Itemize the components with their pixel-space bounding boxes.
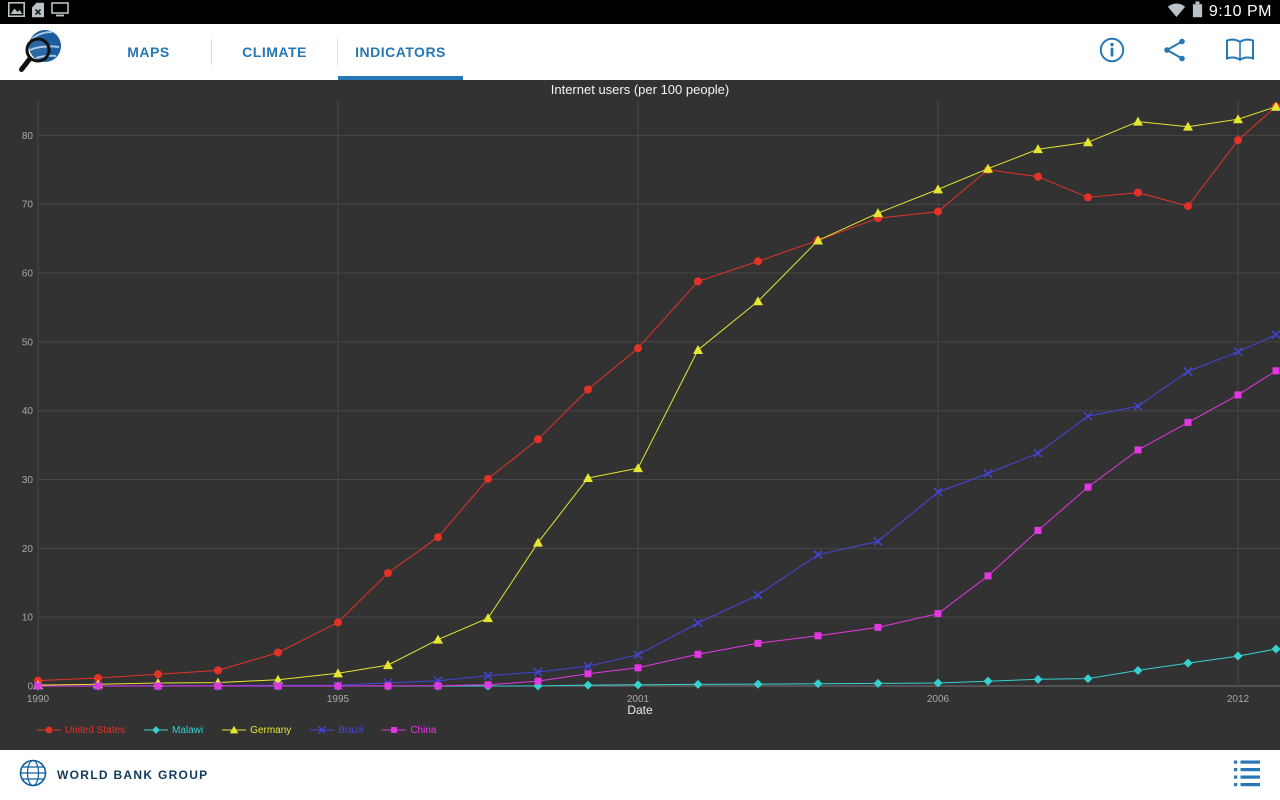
svg-text:2012: 2012 — [1227, 694, 1250, 705]
brand-text: WORLD BANK GROUP — [57, 768, 209, 782]
legend-marker-icon — [222, 725, 247, 734]
toolbar-actions — [1098, 24, 1280, 80]
world-bank-brand: WORLD BANK GROUP — [18, 758, 208, 793]
world-bank-globe-icon — [18, 758, 48, 793]
chart-title: Internet users (per 100 people) — [551, 82, 730, 97]
tab-maps[interactable]: MAPS — [86, 24, 211, 80]
status-clock: 9:10 PM — [1208, 3, 1272, 20]
tab-climate-label: CLIMATE — [242, 44, 307, 60]
info-icon — [1098, 36, 1126, 69]
svg-text:80: 80 — [22, 131, 34, 142]
footer-bar: WORLD BANK GROUP — [0, 750, 1280, 800]
active-tab-underline — [338, 76, 463, 80]
app-toolbar: MAPS CLIMATE INDICATORS — [0, 24, 1280, 80]
status-notification-icons — [8, 2, 69, 23]
share-button[interactable] — [1162, 37, 1188, 68]
chart-legend: United States Malawi Germany Brazil China — [36, 724, 436, 736]
legend-marker-icon — [37, 726, 61, 734]
svg-text:2001: 2001 — [627, 694, 650, 705]
display-icon — [51, 2, 69, 22]
report-button[interactable] — [1224, 37, 1256, 68]
legend-entry: Germany — [221, 724, 291, 736]
app-home-button[interactable] — [0, 24, 86, 80]
svg-text:1990: 1990 — [27, 694, 50, 705]
indicators-line-chart[interactable]: Internet users (per 100 people) 0 10 20 30 4… — [0, 80, 1280, 750]
screenshot-icon — [8, 2, 25, 22]
svg-text:70: 70 — [22, 200, 34, 211]
share-icon — [1162, 37, 1188, 68]
tab-bar: MAPS CLIMATE INDICATORS — [86, 24, 463, 80]
legend-list-icon — [1232, 759, 1262, 792]
info-button[interactable] — [1098, 36, 1126, 69]
legend-label: United States — [65, 724, 126, 736]
x-axis-title: Date — [627, 703, 653, 717]
battery-icon — [1192, 1, 1203, 23]
status-system-icons: 9:10 PM — [1167, 0, 1272, 24]
legend-entry: Malawi — [143, 724, 203, 736]
wifi-icon — [1167, 2, 1186, 23]
svg-text:10: 10 — [22, 613, 34, 624]
legend-label: China — [410, 724, 437, 736]
legend-entry: China — [381, 724, 436, 736]
chart-series — [33, 101, 1280, 691]
svg-text:50: 50 — [22, 337, 34, 348]
tab-maps-label: MAPS — [127, 44, 170, 60]
svg-text:30: 30 — [22, 475, 34, 486]
tab-indicators[interactable]: INDICATORS — [338, 24, 463, 80]
tab-divider — [337, 39, 338, 65]
tab-indicators-label: INDICATORS — [355, 44, 446, 60]
legend-list-button[interactable] — [1232, 759, 1262, 792]
legend-marker-icon — [382, 727, 407, 733]
tab-divider — [211, 39, 212, 65]
status-bar: 9:10 PM — [0, 0, 1280, 24]
svg-text:20: 20 — [22, 544, 34, 555]
legend-entry: United States — [36, 724, 125, 736]
chart-grid — [37, 100, 1280, 687]
book-icon — [1224, 37, 1256, 68]
legend-label: Germany — [250, 724, 292, 736]
chart-tick-labels: 0 10 20 30 40 50 60 70 80 1990 1995 2001 2006 2012 — [22, 131, 1250, 705]
legend-entry: Brazil — [309, 724, 363, 736]
legend-marker-icon — [144, 726, 169, 734]
legend-marker-icon — [310, 726, 335, 734]
svg-text:60: 60 — [22, 269, 34, 280]
app-globe-magnifier-icon — [17, 26, 69, 79]
tab-climate[interactable]: CLIMATE — [212, 24, 337, 80]
no-sim-icon — [31, 2, 45, 23]
legend-label: Malawi — [172, 724, 204, 736]
legend-label: Brazil — [338, 724, 364, 736]
svg-text:1995: 1995 — [327, 694, 350, 705]
svg-text:0: 0 — [27, 682, 33, 693]
svg-text:2006: 2006 — [927, 694, 950, 705]
chart-area: Internet users (per 100 people) 0 10 20 30 4… — [0, 80, 1280, 750]
svg-text:40: 40 — [22, 406, 34, 417]
